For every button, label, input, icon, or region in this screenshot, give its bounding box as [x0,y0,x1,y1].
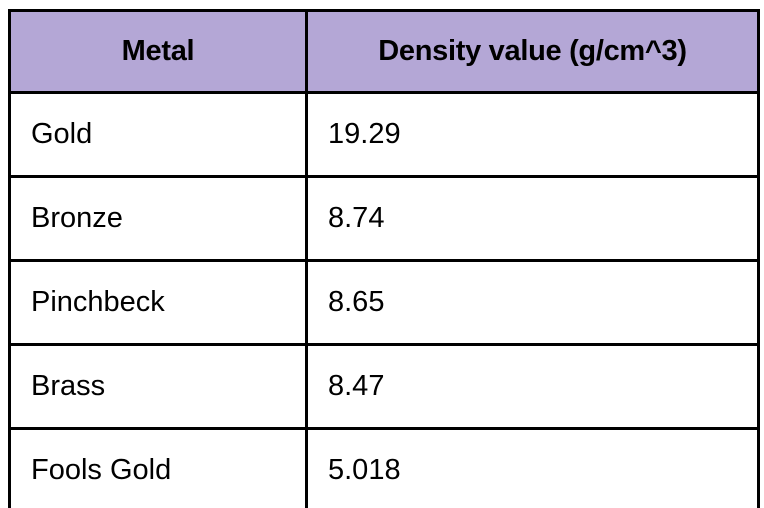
cell-density: 19.29 [305,91,760,178]
header-cell-metal: Metal [8,9,308,94]
cell-density: 8.47 [305,343,760,430]
cell-metal: Brass [8,343,308,430]
table-row: Pinchbeck 8.65 [8,259,760,346]
table-row: Brass 8.47 [8,343,760,430]
density-table: Metal Density value (g/cm^3) Gold 19.29 … [8,9,760,508]
table-row: Bronze 8.74 [8,175,760,262]
table-header-row: Metal Density value (g/cm^3) [8,9,760,94]
table-row: Fools Gold 5.018 [8,427,760,508]
cell-density: 8.65 [305,259,760,346]
header-cell-density: Density value (g/cm^3) [305,9,760,94]
cell-density: 8.74 [305,175,760,262]
cell-metal: Gold [8,91,308,178]
cell-density: 5.018 [305,427,760,508]
cell-metal: Bronze [8,175,308,262]
table-row: Gold 19.29 [8,91,760,178]
cell-metal: Pinchbeck [8,259,308,346]
cell-metal: Fools Gold [8,427,308,508]
